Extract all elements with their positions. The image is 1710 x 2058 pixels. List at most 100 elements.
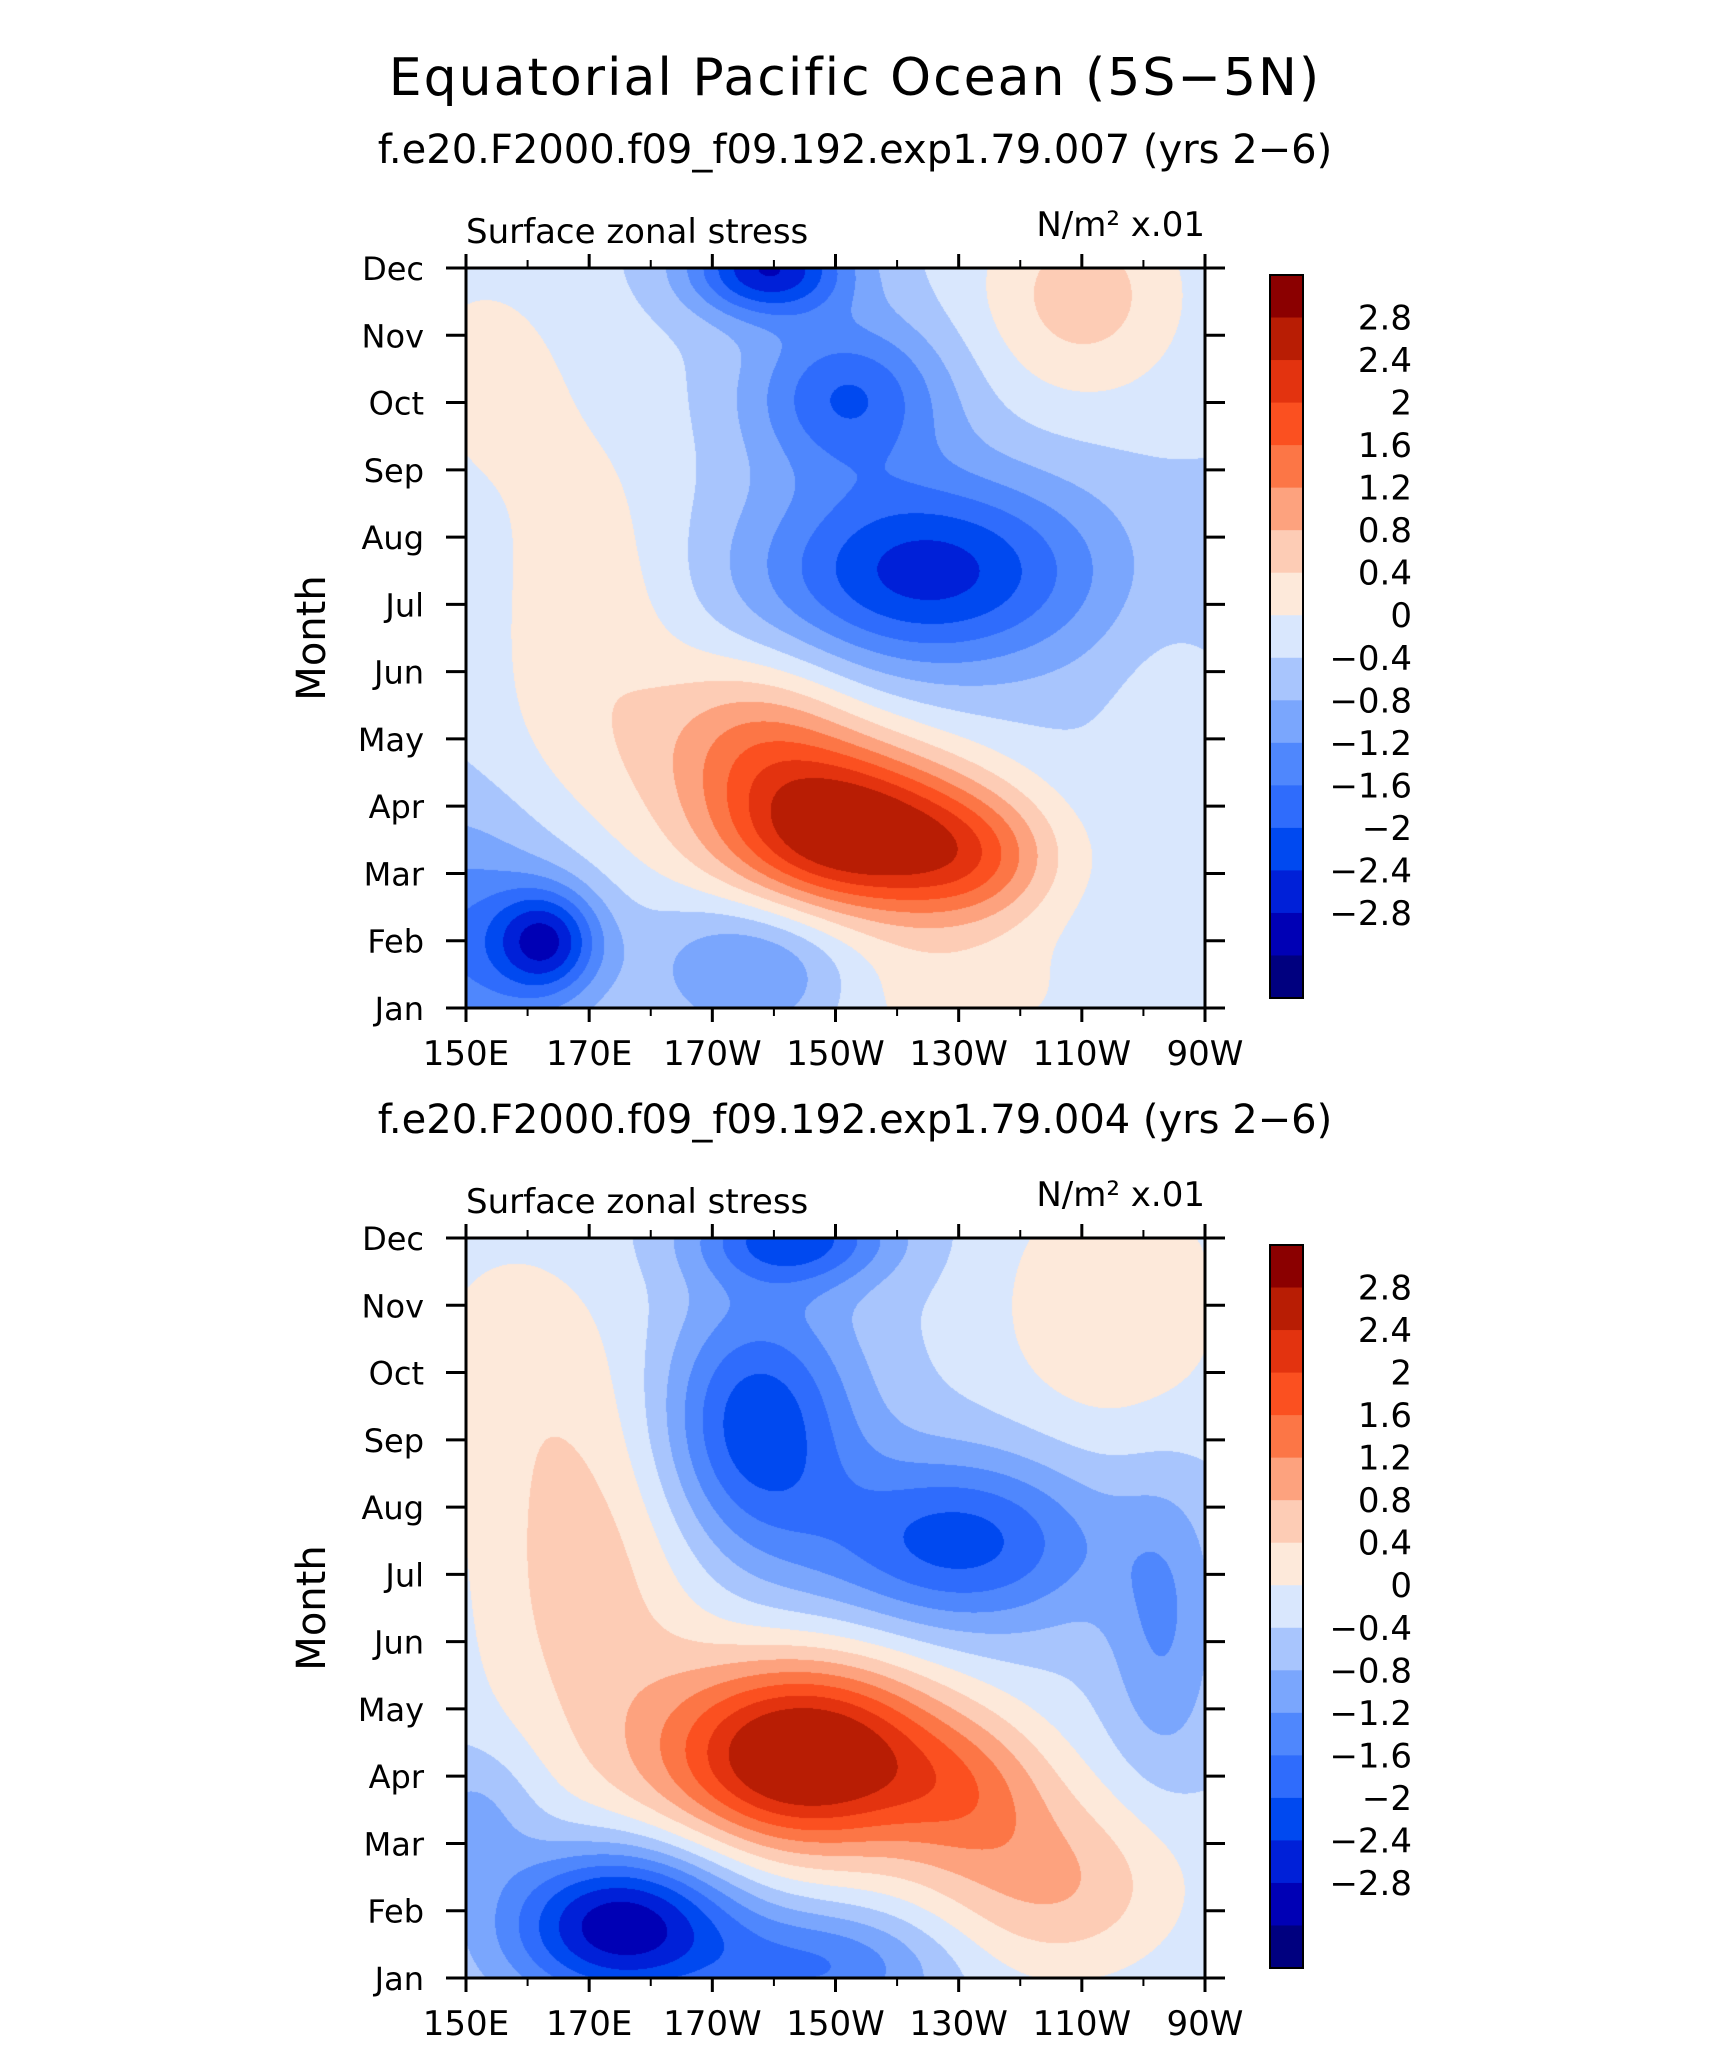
x-tick-label: 170W	[663, 1034, 762, 1074]
colorbar-label: 0	[1390, 1566, 1412, 1606]
variable-label: Surface zonal stress	[466, 1182, 808, 1222]
colorbar-label: −0.8	[1329, 681, 1412, 721]
colorbar-label: −2.4	[1329, 1821, 1412, 1861]
colorbar-label: −1.2	[1329, 724, 1412, 764]
colorbar-swatch	[1270, 827, 1303, 871]
colorbar-label: 0.8	[1358, 1481, 1412, 1521]
colorbar-swatch	[1270, 870, 1303, 914]
panel-subtitle: f.e20.F2000.f09_f09.192.exp1.79.007 (yrs…	[378, 127, 1332, 173]
colorbar-label: −0.4	[1329, 1609, 1412, 1649]
colorbar-swatch	[1270, 1330, 1303, 1374]
variable-label: Surface zonal stress	[466, 212, 808, 252]
x-tick-label: 170W	[663, 2004, 762, 2044]
y-tick-label: Jul	[383, 586, 424, 624]
colorbar: 2.82.421.61.20.80.40−0.4−0.8−1.2−1.6−2−2…	[1269, 1244, 1412, 1969]
units-label: N/m² x.01	[1036, 1175, 1205, 1215]
panel-subtitle: f.e20.F2000.f09_f09.192.exp1.79.004 (yrs…	[378, 1097, 1332, 1143]
y-tick-label: Feb	[367, 1893, 424, 1931]
y-tick-label: Apr	[369, 1758, 425, 1796]
colorbar-label: −2.8	[1329, 894, 1412, 934]
x-tick-label: 150E	[423, 2004, 509, 2044]
colorbar-label: 2.4	[1358, 341, 1412, 381]
x-tick-label: 90W	[1167, 2004, 1244, 2044]
panel-1: f.e20.F2000.f09_f09.192.exp1.79.007 (yrs…	[289, 127, 1412, 1074]
colorbar-swatch	[1270, 1797, 1303, 1841]
colorbar-swatch	[1270, 657, 1303, 701]
colorbar-swatch	[1270, 742, 1303, 786]
y-tick-label: Sep	[364, 1422, 424, 1460]
colorbar-swatch	[1270, 275, 1303, 319]
colorbar-label: −2.8	[1329, 1864, 1412, 1904]
x-tick-label: 150W	[786, 2004, 885, 2044]
x-tick-label: 130W	[909, 1034, 1008, 1074]
y-tick-label: Oct	[369, 1355, 424, 1393]
colorbar-swatch	[1270, 1670, 1303, 1714]
colorbar-label: 1.6	[1358, 1396, 1412, 1436]
colorbar-label: 1.2	[1358, 1439, 1412, 1479]
colorbar-label: −2	[1362, 809, 1412, 849]
colorbar-swatch	[1270, 1882, 1303, 1926]
colorbar-label: 0.8	[1358, 511, 1412, 551]
contour-field	[466, 1238, 1205, 1978]
colorbar-swatch	[1270, 1245, 1303, 1289]
colorbar-label: 0.4	[1358, 1524, 1412, 1564]
y-tick-label: Jun	[372, 1624, 424, 1662]
y-tick-label: Nov	[362, 317, 424, 355]
colorbar-swatch	[1270, 487, 1303, 531]
x-tick-label: 170E	[546, 2004, 632, 2044]
colorbar-swatch	[1270, 402, 1303, 446]
y-tick-label: Oct	[369, 385, 424, 423]
y-tick-label: May	[358, 721, 424, 759]
colorbar-swatch	[1270, 1712, 1303, 1756]
y-tick-label: Jul	[383, 1556, 424, 1594]
y-tick-label: Mar	[364, 1825, 425, 1863]
colorbar-swatch	[1270, 530, 1303, 574]
colorbar-frame	[1269, 274, 1304, 999]
colorbar-label: −0.8	[1329, 1651, 1412, 1691]
panels: f.e20.F2000.f09_f09.192.exp1.79.007 (yrs…	[289, 127, 1412, 2044]
colorbar-frame	[1269, 1244, 1304, 1969]
x-tick-label: 90W	[1167, 1034, 1244, 1074]
colorbar-swatch	[1270, 1925, 1303, 1969]
colorbar-label: −1.6	[1329, 766, 1412, 806]
colorbar-swatch	[1270, 785, 1303, 829]
colorbar-label: −2.4	[1329, 851, 1412, 891]
x-tick-label: 150W	[786, 1034, 885, 1074]
y-tick-label: Feb	[367, 923, 424, 961]
colorbar-swatch	[1270, 1585, 1303, 1629]
x-tick-label: 170E	[546, 1034, 632, 1074]
y-tick-label: Nov	[362, 1287, 424, 1325]
y-tick-label: May	[358, 1691, 424, 1729]
colorbar-label: 1.2	[1358, 469, 1412, 509]
colorbar-swatch	[1270, 1287, 1303, 1331]
y-tick-label: Aug	[362, 1489, 424, 1527]
colorbar-swatch	[1270, 1457, 1303, 1501]
x-tick-label: 110W	[1033, 2004, 1132, 2044]
colorbar-label: 2.8	[1358, 299, 1412, 339]
colorbar-swatch	[1270, 700, 1303, 744]
units-label: N/m² x.01	[1036, 205, 1205, 245]
chart-title: Equatorial Pacific Ocean (5S−5N)	[389, 48, 1321, 108]
colorbar-swatch	[1270, 1542, 1303, 1586]
y-tick-label: Jun	[372, 654, 424, 692]
colorbar-label: −1.2	[1329, 1694, 1412, 1734]
colorbar-swatch	[1270, 445, 1303, 489]
colorbar-label: −2	[1362, 1779, 1412, 1819]
colorbar-swatch	[1270, 1840, 1303, 1884]
colorbar-label: −1.6	[1329, 1736, 1412, 1776]
colorbar-swatch	[1270, 1627, 1303, 1671]
colorbar-swatch	[1270, 912, 1303, 956]
colorbar-swatch	[1270, 1500, 1303, 1544]
colorbar-swatch	[1270, 317, 1303, 361]
colorbar-swatch	[1270, 615, 1303, 659]
y-axis-label: Month	[289, 575, 335, 700]
x-tick-label: 150E	[423, 1034, 509, 1074]
y-tick-label: Mar	[364, 855, 425, 893]
y-tick-label: Jan	[373, 990, 424, 1028]
y-axis-label: Month	[289, 1545, 335, 1670]
panel-2: f.e20.F2000.f09_f09.192.exp1.79.004 (yrs…	[289, 1097, 1412, 2044]
y-tick-label: Aug	[362, 519, 424, 557]
x-tick-label: 110W	[1033, 1034, 1132, 1074]
colorbar-label: 0.4	[1358, 554, 1412, 594]
